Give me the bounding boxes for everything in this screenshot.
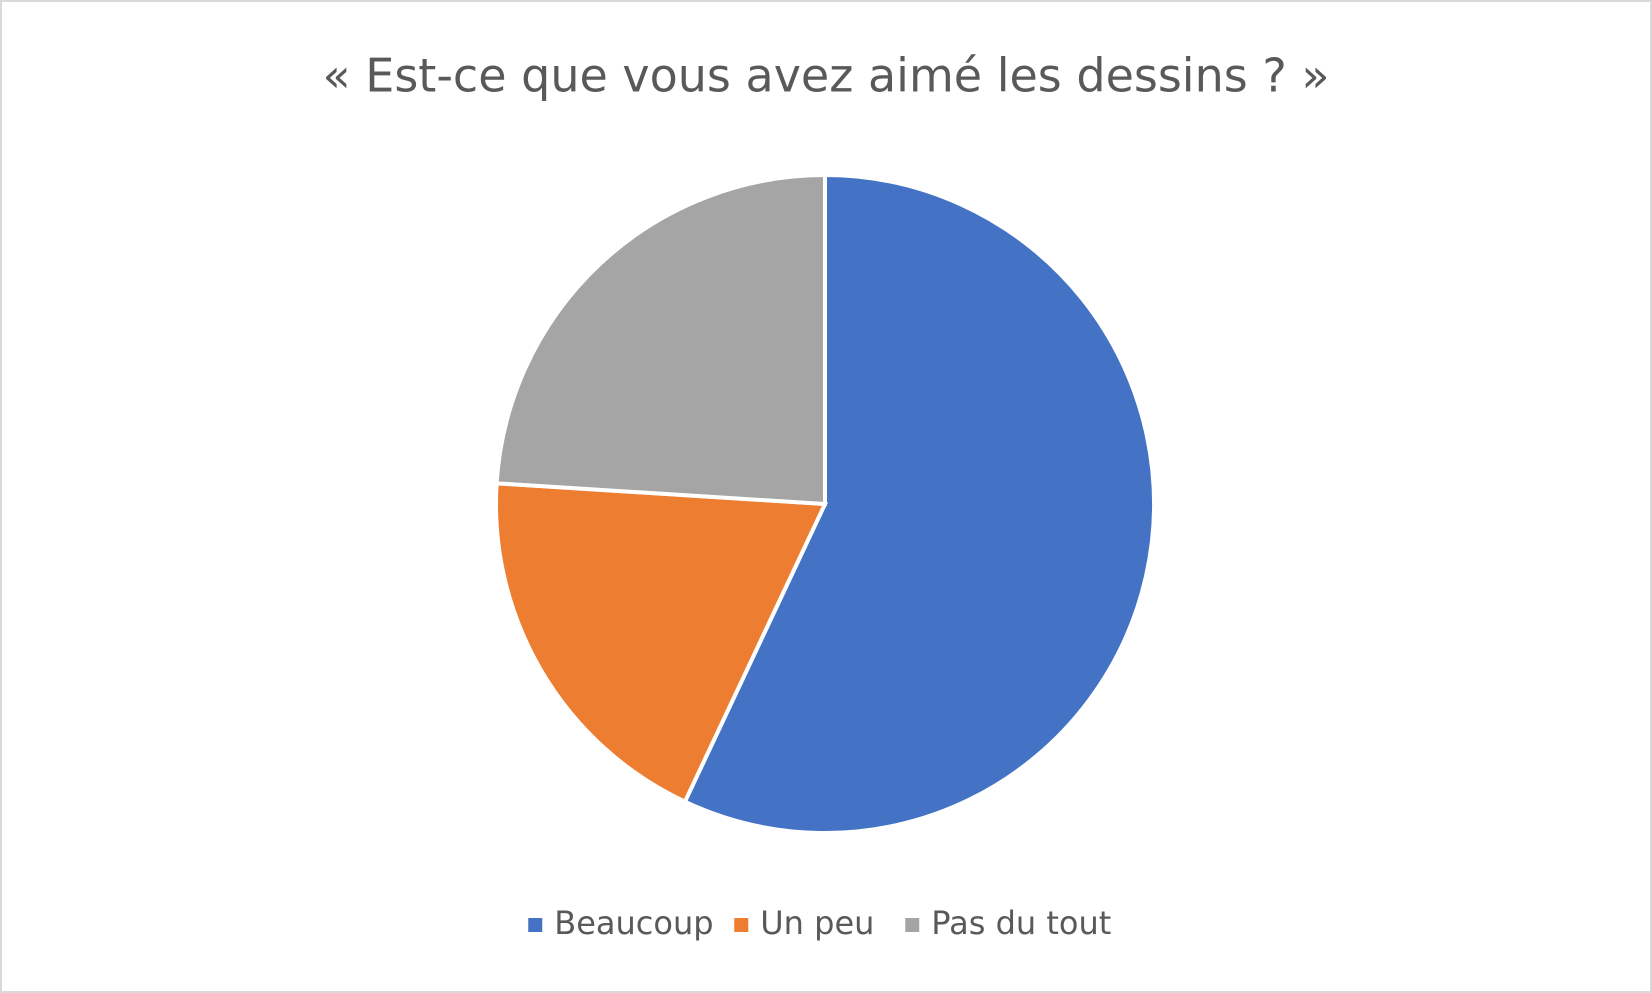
- legend-swatch: [734, 918, 749, 932]
- pie-slice: [682, 172, 1156, 835]
- legend-label: Pas du tout: [931, 904, 1111, 942]
- legend-swatch: [528, 918, 543, 932]
- pie-slice: [494, 481, 829, 805]
- legend-label: Un peu: [760, 904, 874, 942]
- legend-swatch: [905, 918, 920, 932]
- chart-title: « Est-ce que vous avez aimé les dessins …: [322, 49, 1329, 103]
- legend-label: Beaucoup: [554, 904, 713, 942]
- pie-slice: [494, 172, 827, 507]
